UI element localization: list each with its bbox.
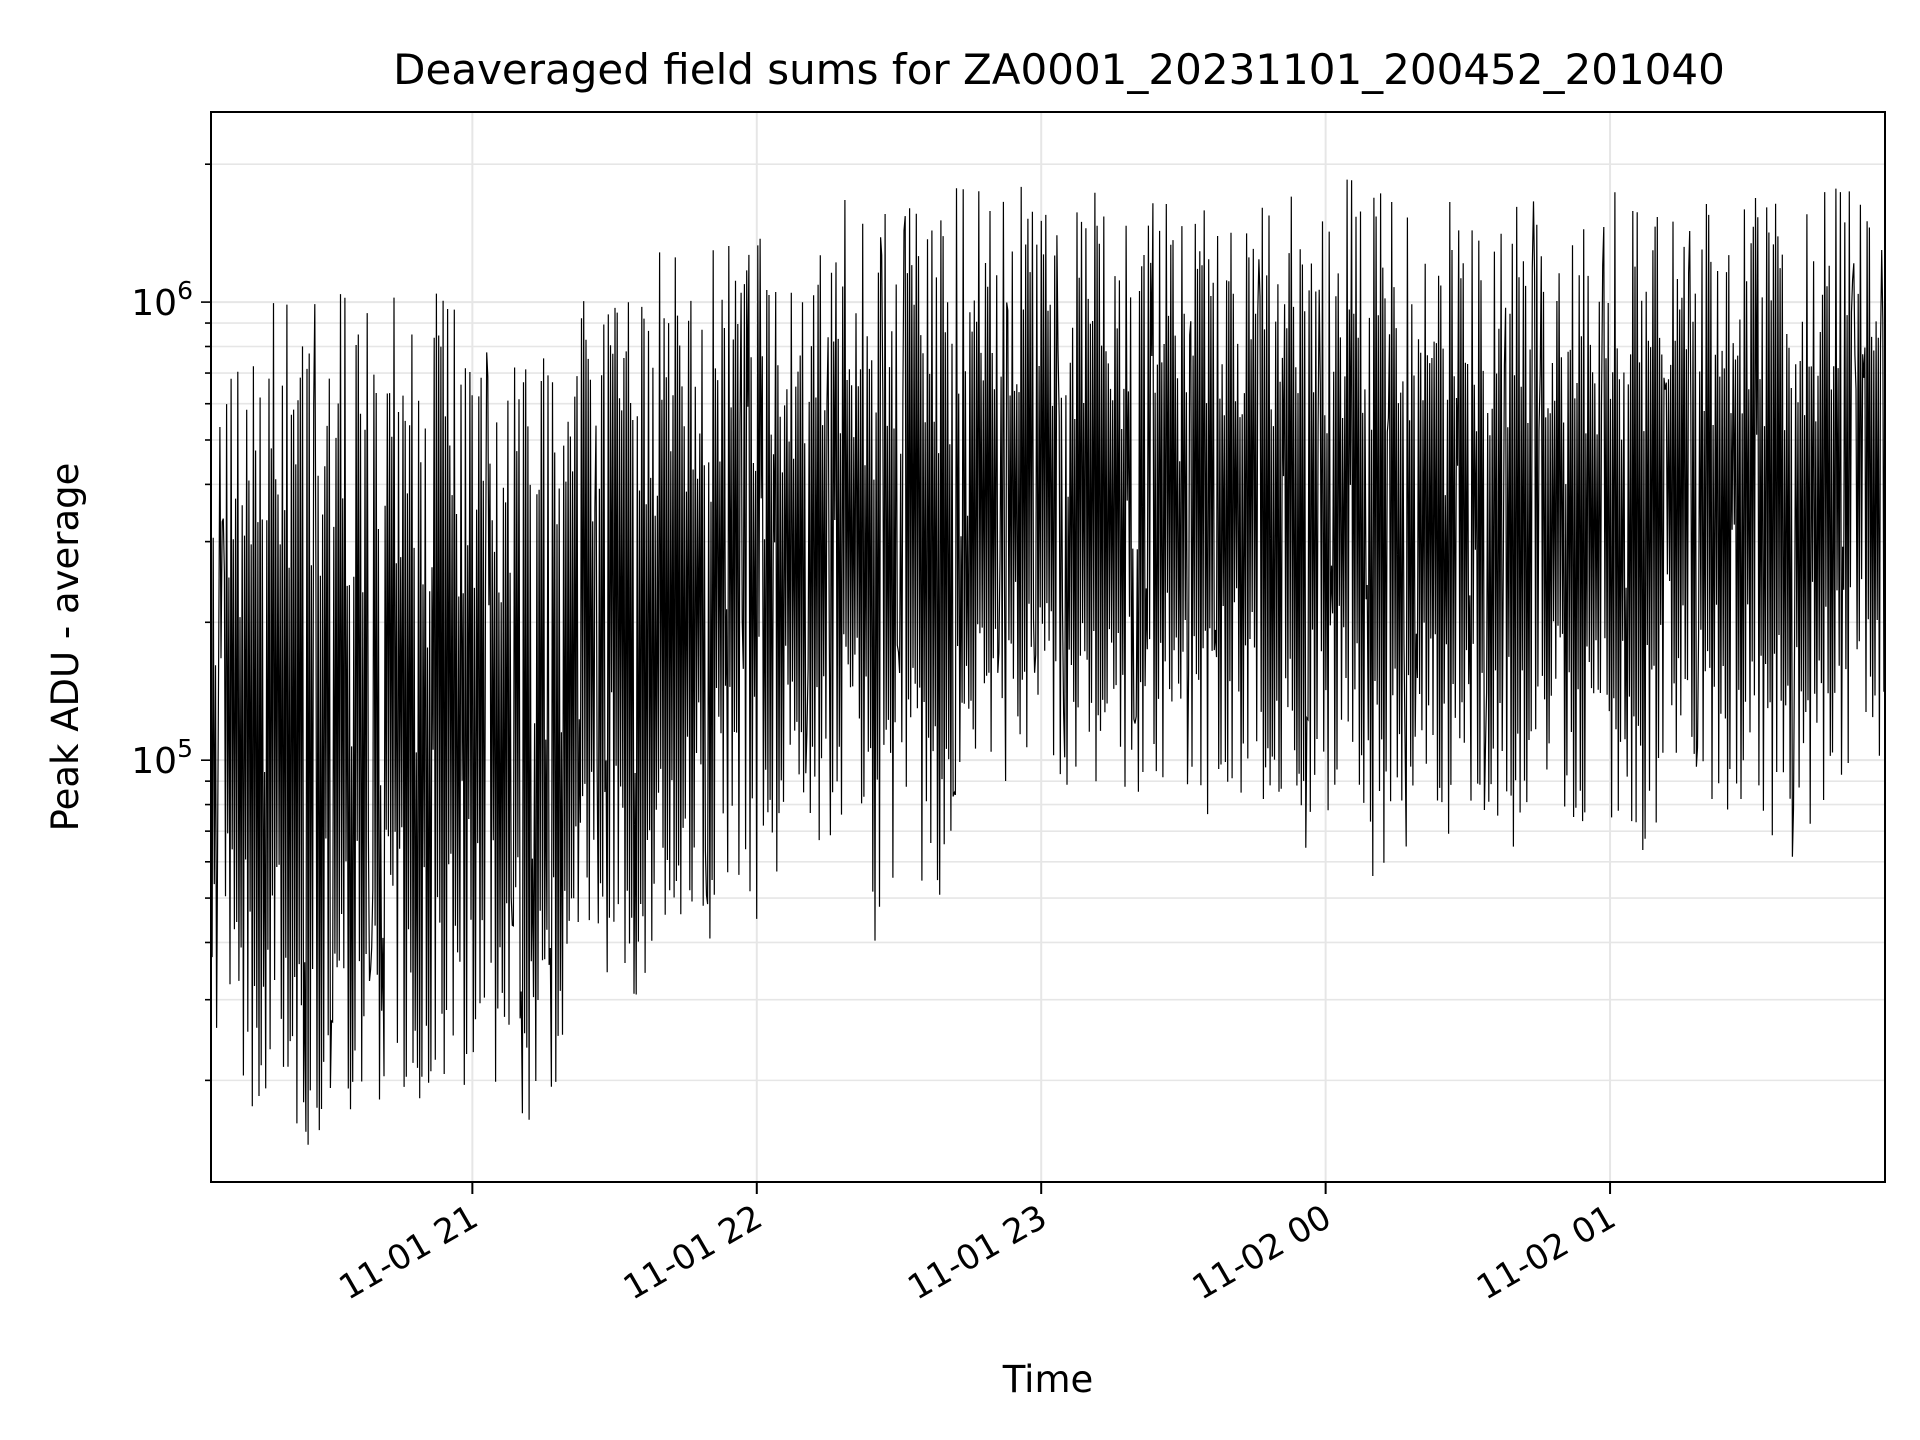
series-line [210,179,1886,1145]
y-tick-label: 106 [131,276,193,324]
y-axis-label: Peak ADU - average [44,463,87,832]
y-tick-exponent: 5 [177,734,193,763]
y-tick-exponent: 6 [177,276,193,305]
plot-frame [210,111,1886,1183]
y-tick-label: 105 [131,734,193,782]
y-tick-base: 10 [131,283,177,324]
x-axis-label: Time [1002,1358,1094,1401]
y-tick-base: 10 [131,741,177,782]
data-series [210,179,1886,1145]
chart-title: Deaveraged field sums for ZA0001_2023110… [393,45,1725,94]
